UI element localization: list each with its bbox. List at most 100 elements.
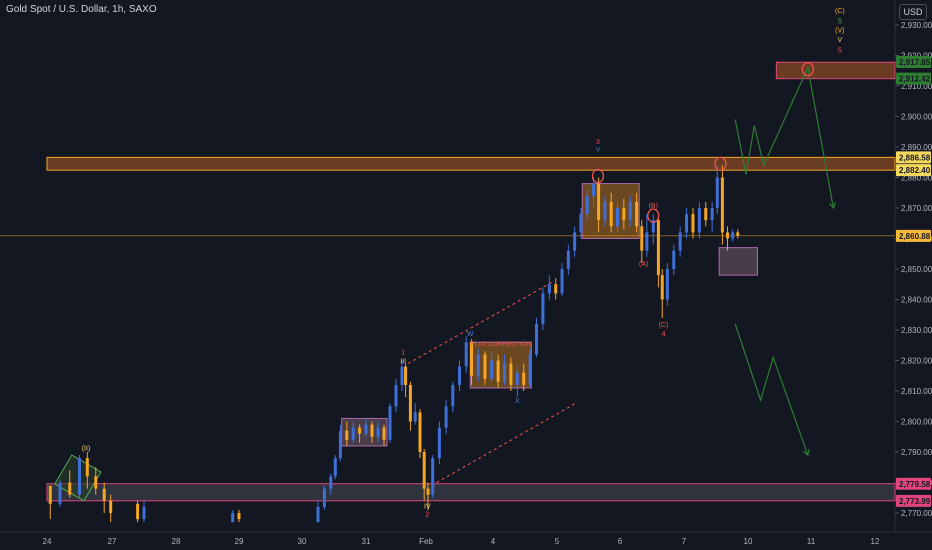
candle-body [697, 208, 701, 233]
y-tick-label: 2,840.00 [901, 296, 932, 305]
wave-label: (A) [639, 261, 648, 268]
wave-label: 2 [425, 512, 429, 519]
candle-body [102, 488, 106, 501]
candle-body [136, 503, 140, 520]
candle-body [231, 513, 235, 523]
x-tick-label: 31 [362, 537, 371, 546]
price-tag-label: 2,886.58 [899, 153, 931, 162]
x-tick-label: 27 [108, 537, 117, 546]
channel-upper-line [407, 280, 555, 364]
highlight-circles [591, 62, 814, 223]
candle-body [316, 506, 320, 523]
y-tick-label: 2,820.00 [901, 357, 932, 366]
price-tag-label: 2,773.99 [899, 497, 931, 506]
price-tag [896, 164, 931, 177]
candle-body [609, 201, 613, 227]
x-tick-label: 28 [172, 537, 181, 546]
projection-down-path [734, 323, 809, 456]
price-tag [896, 72, 931, 85]
candle-body [400, 366, 404, 385]
candle-body [622, 208, 626, 221]
wave-label: 5 [838, 47, 842, 54]
wave-label: 4 [662, 331, 666, 338]
candle-body [615, 208, 619, 227]
candle-body [726, 232, 730, 239]
x-tick-label: 4 [491, 537, 496, 546]
candle-body [509, 363, 513, 385]
support-zone [46, 483, 896, 502]
y-tick-label: 2,870.00 [901, 204, 932, 213]
candle-body [710, 208, 714, 221]
candle-body [68, 482, 72, 495]
pivot-circle [591, 168, 605, 184]
candle-body [358, 427, 362, 434]
candle-body [522, 372, 526, 385]
price-tag-label: 2,860.88 [899, 232, 931, 241]
candle-body [528, 354, 532, 385]
candle-body [370, 424, 374, 437]
candle-body [394, 384, 398, 407]
wave-label: (V) [835, 28, 844, 35]
y-tick-label: 2,790.00 [901, 448, 932, 457]
candle-body [560, 269, 564, 294]
y-tick-label: 2,910.00 [901, 82, 932, 91]
candle-body [437, 427, 441, 459]
candle-body [48, 485, 52, 504]
candle-body [665, 269, 669, 300]
candle-body [566, 250, 570, 269]
candle-body [628, 201, 632, 221]
pivot-circle [714, 156, 727, 171]
candle-body [736, 232, 740, 236]
candle-body [685, 214, 689, 233]
x-tick-label: 10 [744, 537, 753, 546]
candle-body [333, 458, 337, 477]
candle-body [720, 177, 724, 233]
candle-body [476, 354, 480, 376]
candle-body [678, 232, 682, 251]
x-tick-label: 11 [807, 537, 816, 546]
candle-body [388, 406, 392, 440]
price-tag-label: 2,779.58 [899, 480, 931, 489]
price-tag-label: 2,912.42 [899, 75, 931, 84]
candle-body [376, 427, 380, 437]
candle-body [573, 232, 577, 251]
x-tick-label: 6 [618, 537, 623, 546]
price-tag-label: 2,882.40 [899, 166, 931, 175]
wave-label: FLAT CORRECTION [471, 341, 532, 348]
currency-button[interactable]: USD [899, 4, 927, 20]
candle-body [645, 232, 649, 251]
candle-body [451, 384, 455, 407]
candle-body [541, 293, 545, 324]
wave-label: 1 [401, 349, 405, 356]
candle-body [515, 372, 519, 385]
candle-body [329, 476, 333, 489]
wave-label: W [467, 331, 474, 338]
candle-body [579, 214, 583, 233]
channel-lower-line [431, 402, 577, 486]
candle-body [237, 513, 241, 520]
pivot-circle [647, 208, 660, 223]
candle-body [585, 195, 589, 215]
y-tick-label: 2,800.00 [901, 418, 932, 427]
resistance-zone [46, 156, 896, 171]
candle-body [422, 452, 426, 489]
x-tick-label: 29 [235, 537, 244, 546]
candle-body [672, 250, 676, 269]
wave-label: (C) [659, 322, 669, 329]
candle-body [592, 183, 596, 196]
candle-body [731, 232, 735, 239]
grid [0, 0, 932, 533]
candle-body [490, 360, 494, 379]
candle-body [431, 458, 435, 495]
x-tick-label: 7 [682, 537, 687, 546]
candle-body [635, 201, 639, 227]
chart-title: Gold Spot / U.S. Dollar, 1h, SAXO [6, 4, 157, 15]
price-axis: 2,770.002,780.002,790.002,800.002,810.00… [895, 21, 932, 518]
wave-label: (C) [835, 8, 845, 15]
candle-body [640, 226, 644, 251]
candle-body [483, 354, 487, 379]
candle-body [547, 284, 551, 294]
y-tick-label: 2,810.00 [901, 387, 932, 396]
candle-body [408, 384, 412, 422]
